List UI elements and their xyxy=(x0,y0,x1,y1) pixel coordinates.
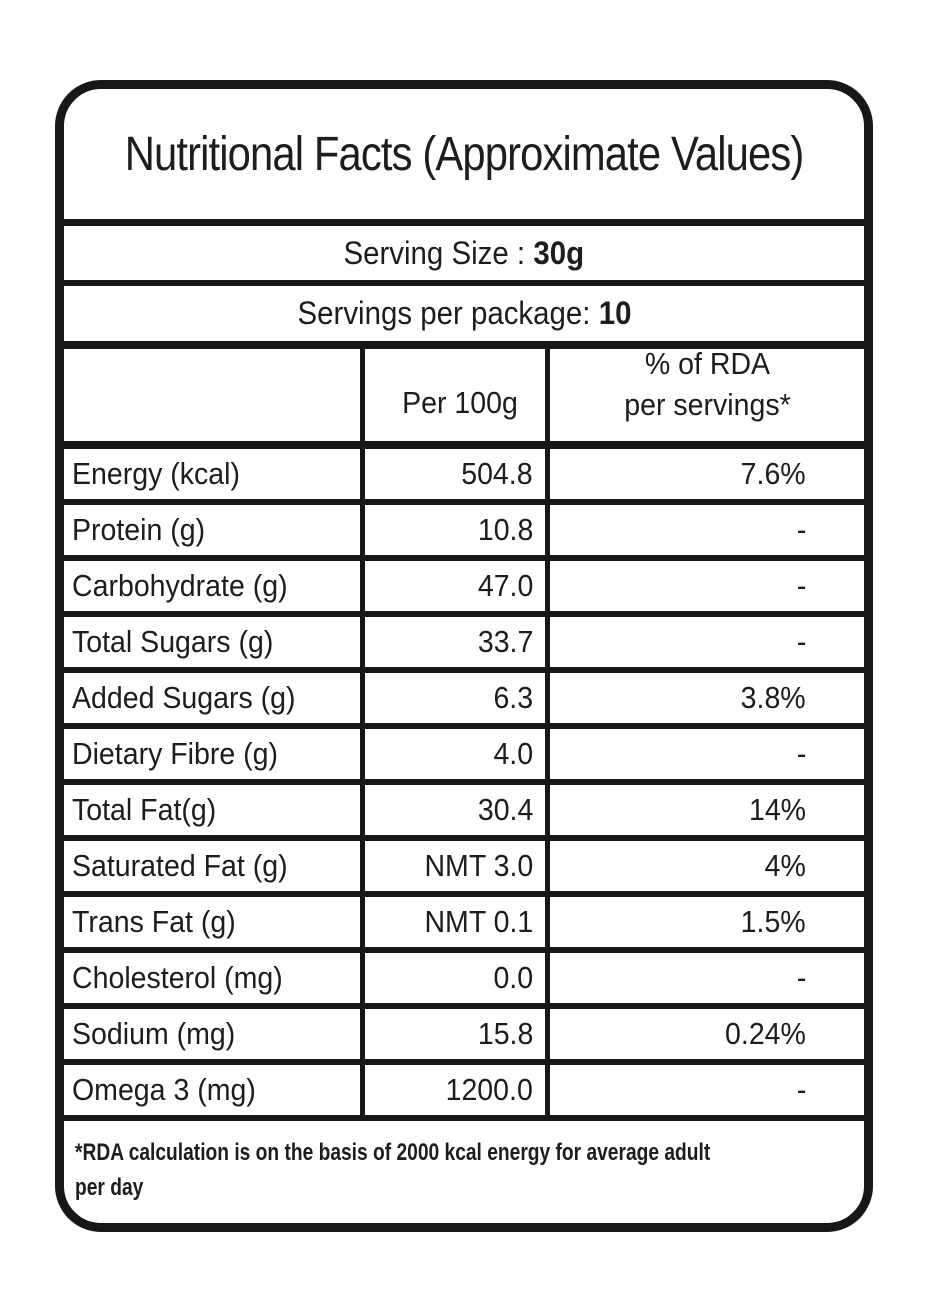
table-row-energy: Energy (kcal) 504.8 7.6% xyxy=(64,449,864,505)
serving-size-text: Serving Size : 30g xyxy=(344,235,585,272)
nutrient-name: Cholesterol (mg) xyxy=(72,960,283,995)
per-100g-value: 10.8 xyxy=(360,505,545,555)
nutrient-name: Trans Fat (g) xyxy=(72,904,236,939)
table-row-dietary-fibre: Dietary Fibre (g) 4.0 - xyxy=(64,729,864,785)
table-row-trans-fat: Trans Fat (g) NMT 0.1 1.5% xyxy=(64,897,864,953)
table-row-sodium: Sodium (mg) 15.8 0.24% xyxy=(64,1009,864,1065)
table-row-saturated-fat: Saturated Fat (g) NMT 3.0 4% xyxy=(64,841,864,897)
rda-footnote-line2: per day xyxy=(75,1174,144,1201)
nutrient-name: Energy (kcal) xyxy=(72,456,241,491)
serving-size-value: 30g xyxy=(533,234,585,271)
rda-percent-value: 14% xyxy=(545,785,864,835)
nutrient-name: Omega 3 (mg) xyxy=(72,1072,256,1107)
rda-percent-value: - xyxy=(545,953,864,1003)
header-rda-line2: per servings* xyxy=(623,387,791,422)
label-title: Nutritional Facts (Approximate Values) xyxy=(124,127,805,181)
nutrition-facts-label: Nutritional Facts (Approximate Values) S… xyxy=(55,80,873,1232)
per-100g-value: 6.3 xyxy=(360,673,545,723)
servings-per-package-row: Servings per package: 10 xyxy=(64,286,864,349)
table-row-protein: Protein (g) 10.8 - xyxy=(64,505,864,561)
per-100g-value: 504.8 xyxy=(360,449,545,499)
per-100g-value: NMT 0.1 xyxy=(360,897,545,947)
header-rda-cell: % of RDA per servings* xyxy=(545,349,864,441)
rda-percent-value: - xyxy=(545,1065,864,1115)
table-row-omega-3: Omega 3 (mg) 1200.0 - xyxy=(64,1065,864,1121)
header-rda-label: % of RDA per servings* xyxy=(624,349,790,425)
nutrient-name: Dietary Fibre (g) xyxy=(72,736,279,771)
nutrient-name: Total Sugars (g) xyxy=(72,624,274,659)
table-row-carbohydrate: Carbohydrate (g) 47.0 - xyxy=(64,561,864,617)
header-per-100g-cell: Per 100g xyxy=(360,349,545,441)
per-100g-value: 33.7 xyxy=(360,617,545,667)
serving-size-label: Serving Size : xyxy=(343,234,526,271)
nutrient-name: Protein (g) xyxy=(72,512,206,547)
rda-percent-value: - xyxy=(545,561,864,611)
rda-percent-value: - xyxy=(545,729,864,779)
nutrient-name: Saturated Fat (g) xyxy=(72,848,288,883)
table-row-total-sugars: Total Sugars (g) 33.7 - xyxy=(64,617,864,673)
rda-percent-value: - xyxy=(545,617,864,667)
rda-footnote: *RDA calculation is on the basis of 2000… xyxy=(64,1121,864,1223)
per-100g-value: 0.0 xyxy=(360,953,545,1003)
per-100g-value: 4.0 xyxy=(360,729,545,779)
nutrient-name: Added Sugars (g) xyxy=(72,680,296,715)
rda-percent-value: 0.24% xyxy=(545,1009,864,1059)
per-100g-value: 15.8 xyxy=(360,1009,545,1059)
table-row-added-sugars: Added Sugars (g) 6.3 3.8% xyxy=(64,673,864,729)
nutrient-name: Carbohydrate (g) xyxy=(72,568,288,603)
nutrient-name: Total Fat(g) xyxy=(72,792,217,827)
label-title-section: Nutritional Facts (Approximate Values) xyxy=(64,89,864,226)
per-100g-value: 1200.0 xyxy=(360,1065,545,1115)
table-row-total-fat: Total Fat(g) 30.4 14% xyxy=(64,785,864,841)
table-header-row: Per 100g % of RDA per servings* xyxy=(64,349,864,449)
per-100g-value: NMT 3.0 xyxy=(360,841,545,891)
rda-percent-value: 7.6% xyxy=(545,449,864,499)
rda-percent-value: 3.8% xyxy=(545,673,864,723)
nutrient-name: Sodium (mg) xyxy=(72,1016,236,1051)
serving-size-row: Serving Size : 30g xyxy=(64,226,864,286)
table-row-cholesterol: Cholesterol (mg) 0.0 - xyxy=(64,953,864,1009)
rda-footnote-line1: *RDA calculation is on the basis of 2000… xyxy=(75,1139,711,1166)
servings-per-package-text: Servings per package: 10 xyxy=(297,295,631,332)
servings-per-package-label: Servings per package: xyxy=(297,295,590,331)
header-per-100g-label: Per 100g xyxy=(402,385,518,420)
rda-percent-value: - xyxy=(545,505,864,555)
rda-percent-value: 1.5% xyxy=(545,897,864,947)
per-100g-value: 30.4 xyxy=(360,785,545,835)
servings-per-package-value: 10 xyxy=(598,295,631,331)
header-nutrient-cell xyxy=(64,349,360,441)
per-100g-value: 47.0 xyxy=(360,561,545,611)
rda-percent-value: 4% xyxy=(545,841,864,891)
header-rda-line1: % of RDA xyxy=(644,349,770,381)
